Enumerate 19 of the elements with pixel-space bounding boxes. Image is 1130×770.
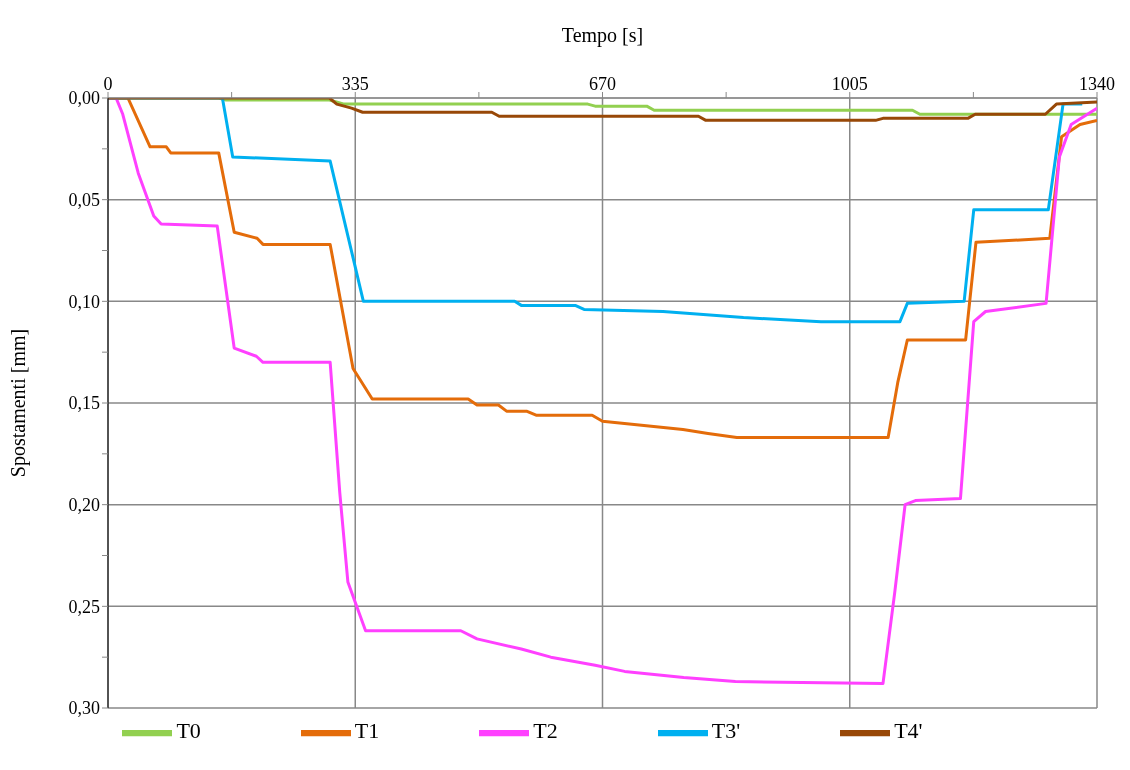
y-tick-label: 0,15 [68,393,100,414]
legend-label: T4' [894,718,923,744]
x-tick-label: 670 [589,74,616,94]
x-tick-label: 1340 [1079,74,1115,94]
legend-label: T2 [533,718,558,744]
x-axis-title: Tempo [s] [561,24,644,48]
y-tick-label: 0,30 [68,698,100,719]
legend-label: T1 [354,718,380,744]
x-tick-label: 0 [103,74,113,94]
y-axis-title: Spostamenti [mm] [7,328,31,478]
y-tick-label: 0,25 [68,596,100,617]
y-tick-label: 0,05 [68,190,100,211]
x-tick-label: 335 [341,74,369,94]
y-tick-label: 0,10 [68,291,100,312]
y-tick-label: 0,00 [68,88,100,109]
legend-label: T0 [176,718,201,744]
x-tick-label: 1005 [831,74,868,94]
y-tick-label: 0,20 [68,495,100,516]
legend-label: T3' [711,718,741,744]
